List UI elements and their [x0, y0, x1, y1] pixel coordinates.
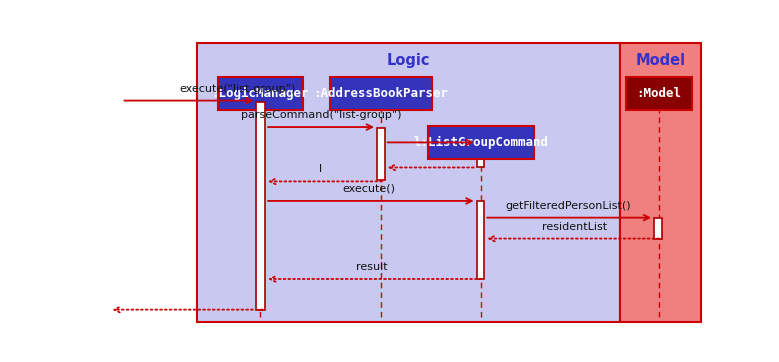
Text: execute("list-group"): execute("list-group")	[179, 84, 295, 94]
Bar	[197, 43, 619, 322]
Bar	[654, 218, 662, 239]
Text: l: l	[319, 164, 323, 174]
Bar	[477, 144, 485, 168]
Text: result: result	[356, 262, 388, 272]
Text: getFilteredPersonList(): getFilteredPersonList()	[506, 201, 631, 211]
Bar	[477, 201, 485, 279]
Text: Logic: Logic	[386, 53, 430, 68]
Bar	[377, 129, 385, 180]
Bar	[428, 126, 534, 159]
Text: l:ListGroupCommand: l:ListGroupCommand	[413, 136, 548, 149]
Text: :AddressBookParser: :AddressBookParser	[314, 87, 449, 100]
Text: Model: Model	[636, 53, 686, 68]
Text: residentList: residentList	[541, 222, 607, 232]
Bar	[256, 102, 265, 310]
Bar	[330, 77, 432, 110]
Bar	[619, 43, 701, 322]
Bar	[626, 77, 692, 110]
Text: execute(): execute()	[343, 184, 396, 194]
Text: :LogicManager: :LogicManager	[212, 87, 309, 100]
Text: :Model: :Model	[636, 87, 682, 100]
Bar	[218, 77, 302, 110]
Text: parseCommand("list-group"): parseCommand("list-group")	[241, 110, 401, 120]
